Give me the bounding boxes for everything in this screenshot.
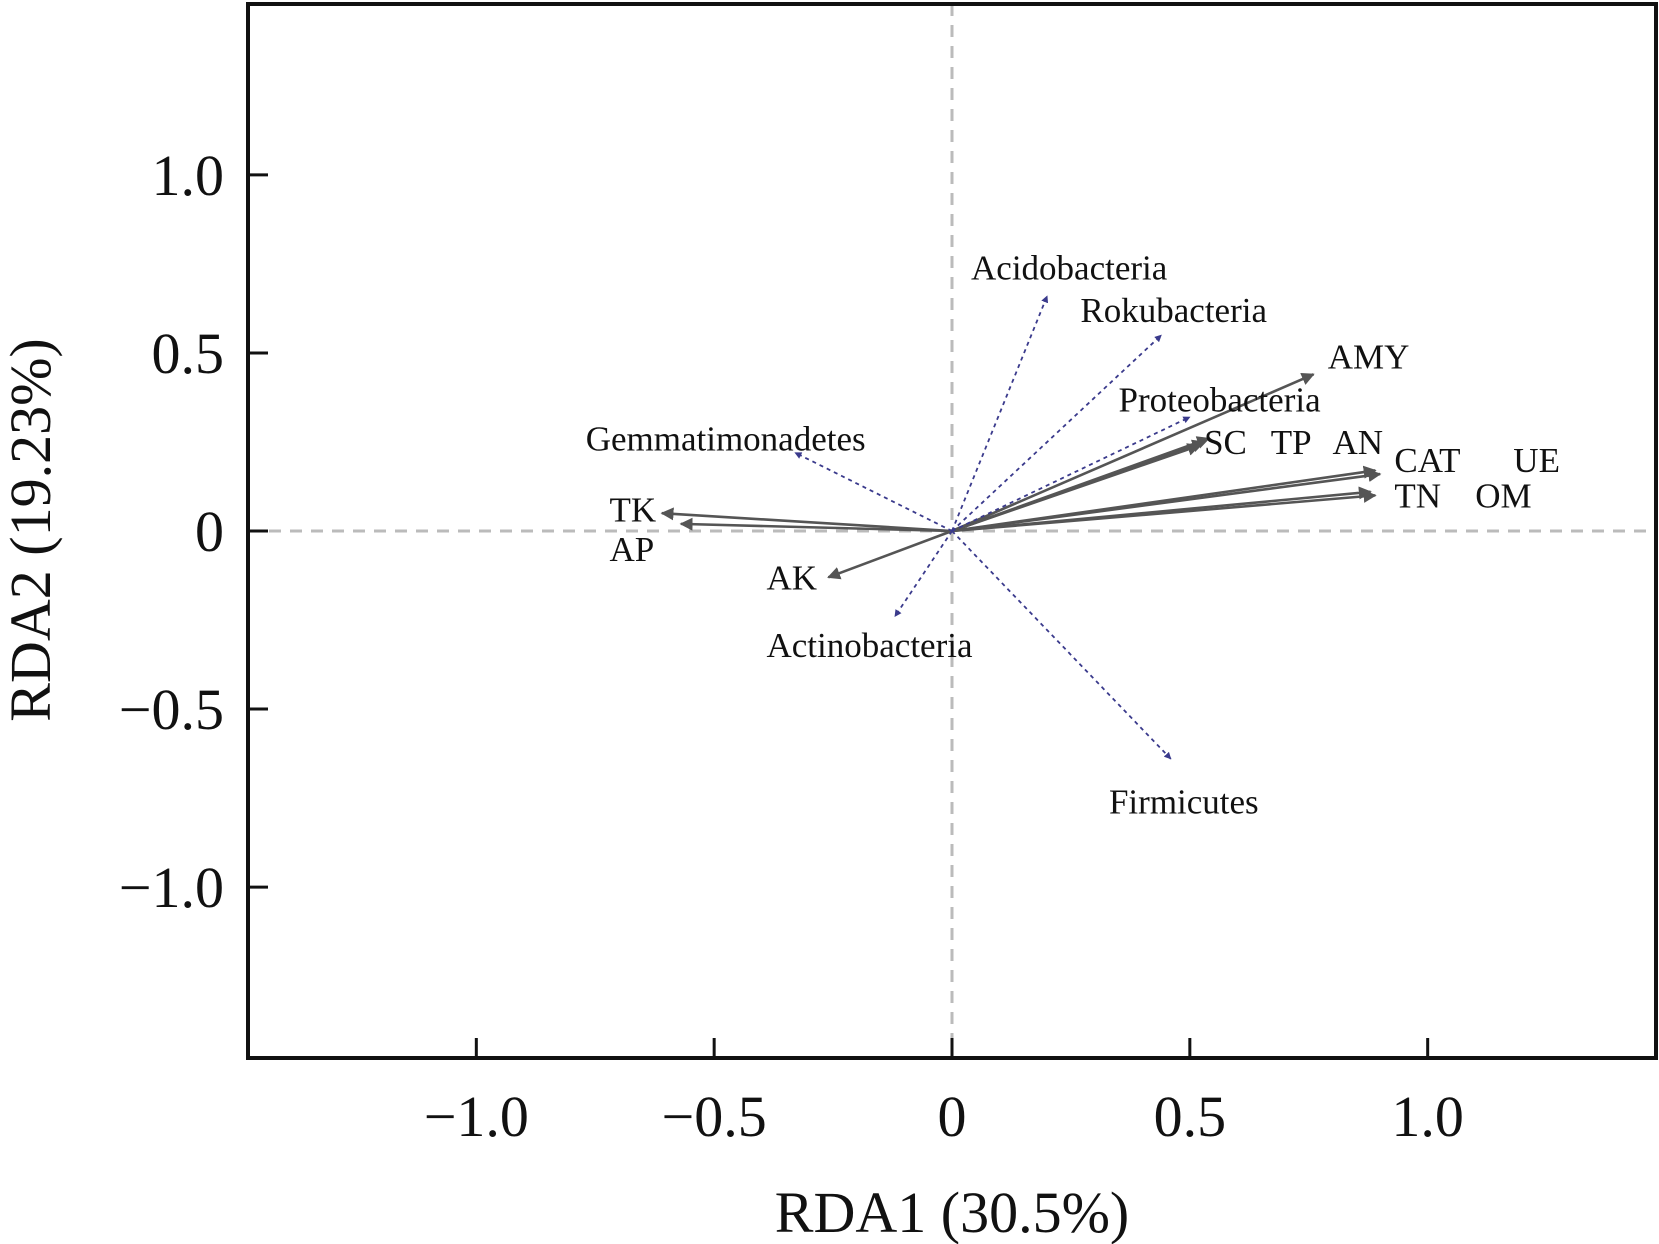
x-tick-label: −0.5 [662,1084,767,1149]
env-label-tp: TP [1271,423,1312,462]
species-label-gemmatimonadetes: Gemmatimonadetes [586,419,866,458]
y-tick-label: −0.5 [119,677,224,742]
vectors [660,295,1382,760]
env-vector-amy [951,373,1315,533]
env-label-ak: AK [766,558,817,597]
env-label-tn: TN [1394,476,1441,515]
species-vector-proteobacteria [951,416,1191,532]
x-tick-label: −1.0 [424,1084,529,1149]
species-label-proteobacteria: Proteobacteria [1118,380,1321,419]
plot-frame [246,2,1658,1060]
species-vector-firmicutes [951,530,1172,760]
species-vector-acidobacteria [951,295,1049,532]
env-label-cat: CAT [1394,441,1460,480]
species-label-rokubacteria: Rokubacteria [1080,291,1267,330]
x-axis-title: RDA1 (30.5%) [775,1180,1129,1244]
env-vector-ap [679,517,953,533]
env-label-amy: AMY [1328,338,1410,377]
y-axis: 1.0 0.5 0 −0.5 −1.0 [119,143,268,920]
x-tick-label: 0.5 [1154,1084,1227,1149]
x-tick-label: 1.0 [1391,1084,1464,1149]
env-vector-ue [951,469,1382,533]
env-label-an: AN [1333,423,1384,462]
env-label-tk: TK [610,491,657,530]
y-axis-title: RDA2 (19.23%) [0,338,63,721]
species-vector-actinobacteria [894,530,953,618]
species-label-actinobacteria: Actinobacteria [766,626,972,665]
env-label-om: OM [1475,476,1531,515]
env-vector-om [951,489,1377,533]
env-vector-an [951,436,1211,533]
species-vector-rokubacteria [951,334,1162,532]
species-vector-gemmatimonadetes [794,451,953,532]
y-tick-label: −1.0 [119,855,224,920]
y-tick-label: 0.5 [152,321,225,386]
env-vector-tk [660,507,953,533]
y-tick-label: 0 [195,499,224,564]
species-label-acidobacteria: Acidobacteria [971,249,1168,288]
env-vector-ak [827,529,953,580]
env-label-ue: UE [1513,441,1560,480]
env-label-ap: AP [610,530,655,569]
env-label-sc: SC [1204,423,1247,462]
x-tick-label: 0 [938,1084,967,1149]
species-label-firmicutes: Firmicutes [1109,783,1259,822]
y-tick-label: 1.0 [152,143,225,208]
x-axis: −1.0 −0.5 0 0.5 1.0 [424,1038,1464,1149]
